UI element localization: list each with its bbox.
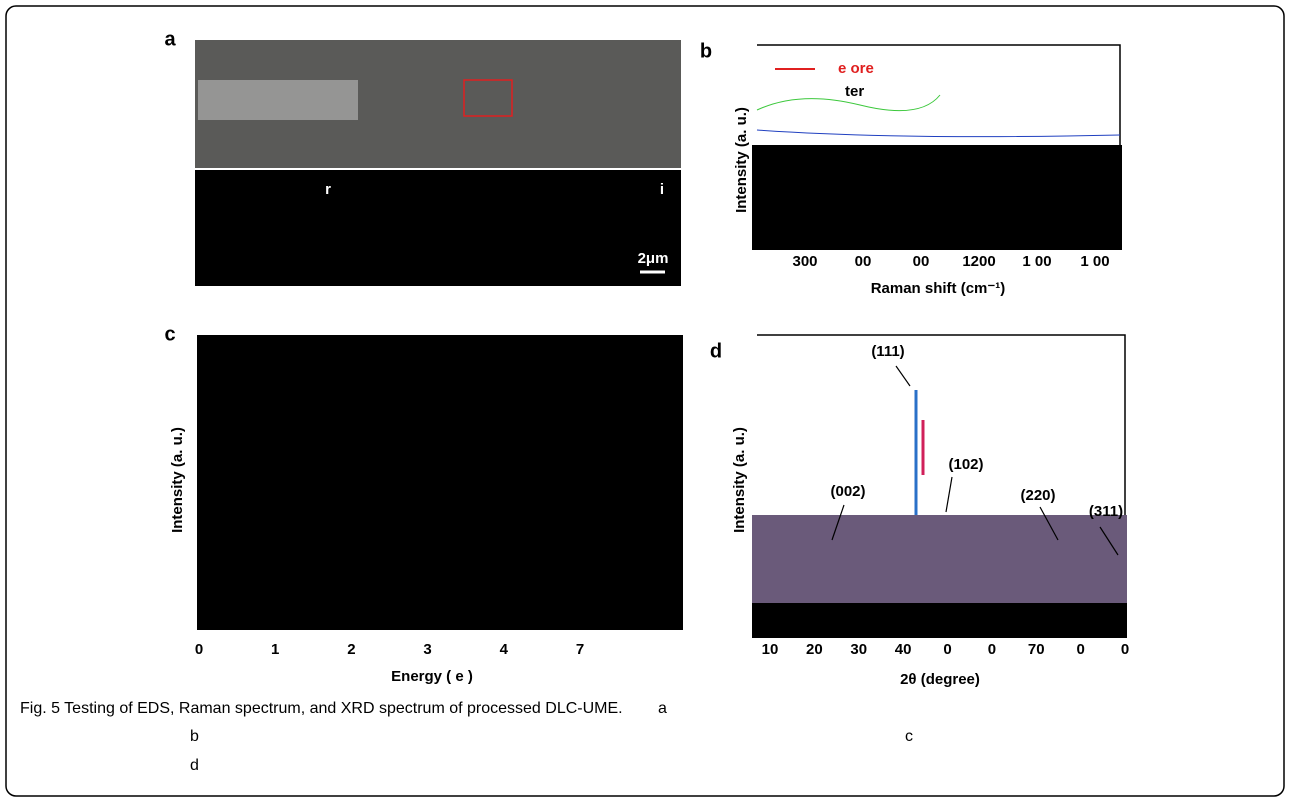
- spectrum-line: [756, 129, 1121, 138]
- caption: Fig. 5 Testing of EDS, Raman spectrum, a…: [20, 700, 623, 717]
- scale-bar-label: 2μm: [638, 250, 669, 267]
- plot-area: [752, 603, 1127, 638]
- peak-label: (111): [871, 343, 904, 360]
- arrows: [831, 365, 1119, 556]
- plot-area: [197, 335, 683, 630]
- peak-label: (220): [1020, 487, 1055, 504]
- x-tick-label: 1 00: [1080, 253, 1109, 270]
- x-tick-label: 40: [895, 641, 912, 658]
- y-axis-label: Intensity (a. u.): [731, 427, 748, 533]
- sem-feature: [198, 80, 358, 120]
- marker: r: [325, 181, 331, 198]
- marker: i: [660, 181, 664, 198]
- x-tick-label: 0: [1076, 641, 1084, 658]
- x-tick-label: 0: [988, 641, 996, 658]
- panel-label: a: [164, 28, 176, 50]
- peak-label: (002): [830, 483, 865, 500]
- legend-label: e ore: [838, 60, 874, 77]
- x-tick-label: 10: [762, 641, 779, 658]
- legend-label: ter: [845, 83, 864, 100]
- sem-image-lower: [195, 170, 681, 286]
- plot-area: [752, 145, 1122, 250]
- x-tick-label: 20: [806, 641, 823, 658]
- caption-ref: b: [190, 728, 199, 745]
- spectrum-line: [756, 94, 941, 112]
- x-tick-label: 1: [271, 641, 279, 658]
- x-tick-label: 7: [576, 641, 584, 658]
- y-axis-label: Intensity (a. u.): [169, 427, 186, 533]
- x-tick-label: 2: [347, 641, 355, 658]
- x-tick-label: 1200: [962, 253, 995, 270]
- panel-label: d: [710, 340, 722, 362]
- peak-label: (102): [948, 456, 983, 473]
- x-tick-label: 0: [195, 641, 203, 658]
- caption-ref: d: [190, 757, 199, 774]
- x-tick-label: 0: [1121, 641, 1129, 658]
- x-tick-label: 1 00: [1022, 253, 1051, 270]
- x-tick-label: 300: [792, 253, 817, 270]
- noise-band: [752, 515, 1127, 605]
- peak-label: (311): [1089, 503, 1123, 520]
- x-tick-label: 0: [943, 641, 951, 658]
- x-tick-label: 00: [855, 253, 872, 270]
- y-axis-label: Intensity (a. u.): [733, 107, 750, 213]
- x-tick-label: 70: [1028, 641, 1045, 658]
- x-axis-label: Energy ( e ): [391, 668, 473, 685]
- x-tick-label: 30: [850, 641, 867, 658]
- x-axis-label: Raman shift (cm⁻¹): [871, 280, 1006, 297]
- caption-ref: c: [905, 728, 913, 745]
- x-tick-label: 4: [500, 641, 509, 658]
- panel-label: c: [164, 323, 175, 345]
- x-axis-label: 2θ (degree): [900, 671, 980, 688]
- roi-box: [463, 79, 513, 117]
- x-tick-label: 00: [913, 253, 930, 270]
- caption-ref: a: [658, 700, 667, 717]
- x-tick-label: 3: [423, 641, 431, 658]
- panel-label: b: [700, 40, 712, 62]
